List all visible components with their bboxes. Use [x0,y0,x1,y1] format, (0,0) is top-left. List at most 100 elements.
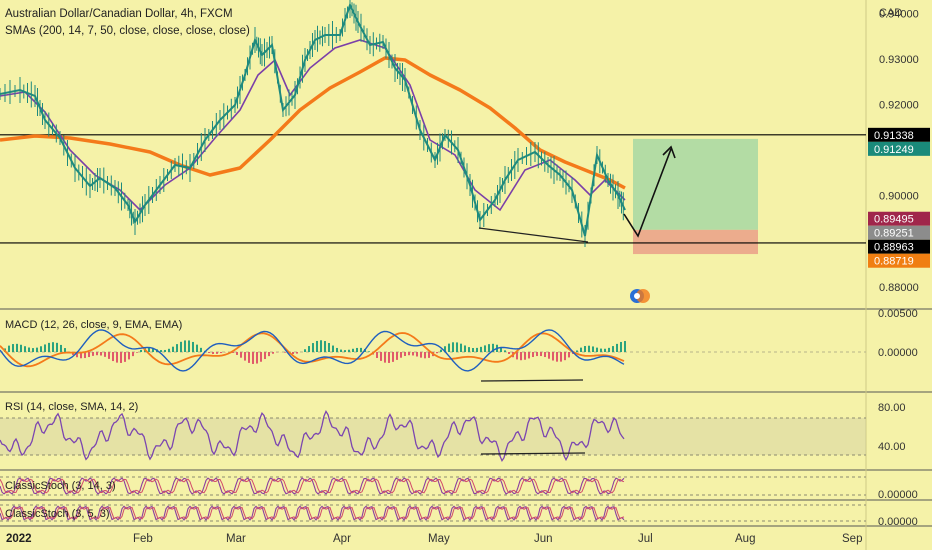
macd-histogram-bar [264,352,266,360]
macd-histogram-bar [436,352,438,354]
macd-histogram-bar [468,347,470,352]
target-zone[interactable] [633,138,758,230]
macd-histogram [4,340,626,364]
macd-histogram-bar [540,352,542,357]
macd-histogram-bar [440,349,442,352]
macd-tick: 0.00500 [878,308,918,320]
macd-tick: 0.00000 [878,347,918,359]
macd-histogram-bar [56,342,58,352]
macd-histogram-bar [88,352,90,358]
macd-histogram-bar [140,349,142,352]
macd-histogram-bar [320,340,322,352]
price-tag[interactable]: 0.88719 [868,253,930,268]
macd-histogram-bar [388,352,390,363]
macd-histogram-bar [28,347,30,352]
macd-histogram-bar [380,352,382,361]
macd-histogram-bar [96,352,98,356]
macd-histogram-bar [308,346,310,352]
divergence-trendline[interactable] [478,227,589,243]
price-tag[interactable]: 0.89251 [868,225,930,240]
price-tick: 0.88000 [879,282,919,294]
macd-histogram-bar [148,347,150,352]
macd-histogram-bar [160,350,162,352]
sma-legend[interactable]: SMAs (200, 14, 7, 50, close, close, clos… [5,25,250,37]
macd-histogram-bar [556,352,558,362]
horizontal-levels[interactable] [0,134,866,244]
macd-histogram-bar [16,343,18,352]
macd-histogram-bar [384,352,386,363]
price-tick: 0.93000 [879,54,919,66]
macd-histogram-bar [488,344,490,352]
macd-histogram-bar [24,346,26,352]
price-tag-label: 0.89251 [874,228,914,240]
macd-histogram-bar [484,345,486,352]
macd-histogram-bar [164,349,166,352]
macd-histogram-bar [100,352,102,356]
macd-histogram-bar [424,352,426,359]
macd-histogram-bar [64,348,66,352]
position-zone[interactable] [633,138,758,255]
macd-histogram-bar [292,352,294,355]
macd-histogram-bar [304,349,306,352]
macd-histogram-bar [504,350,506,352]
price-tag-label: 0.89495 [874,214,914,226]
macd-histogram-bar [200,347,202,352]
macd-histogram-bar [8,345,10,352]
price-line [0,2,626,237]
macd-histogram-bar [528,352,530,359]
stoch1-legend[interactable]: ClassicStoch (3, 14, 3) [5,480,116,492]
price-tag[interactable]: 0.91338 [868,127,930,142]
macd-histogram-bar [20,344,22,352]
time-axis[interactable]: 2022 Feb Mar Apr May Jun Jul Aug Sep [6,533,862,545]
macd-histogram-bar [456,342,458,352]
stoch2-legend[interactable]: ClassicStoch (3, 5, 3) [5,508,110,520]
macd-histogram-bar [108,352,110,359]
macd-histogram-bar [376,352,378,358]
price-tick: 0.92000 [879,100,919,112]
macd-histogram-bar [420,352,422,358]
macd-histogram-bar [176,344,178,352]
macd-histogram-bar [508,352,510,355]
price-axis[interactable]: CAD 0.940000.930000.920000.910000.900000… [868,7,930,294]
macd-histogram-bar [416,352,418,357]
macd-histogram-bar [536,352,538,357]
macd-histogram-bar [464,345,466,352]
macd-histogram-bar [600,348,602,352]
rsi-legend[interactable]: RSI (14, close, SMA, 14, 2) [5,401,138,413]
macd-histogram-bar [316,340,318,352]
time-label: Aug [735,533,755,545]
time-label: Mar [226,533,246,545]
stoch2-tick: 0.00000 [878,516,918,528]
forecast-arrow[interactable] [623,145,676,238]
logo-icon [630,289,650,303]
rsi-line [0,409,625,463]
rsi-divergence-line[interactable] [480,452,586,455]
price-tag[interactable]: 0.89495 [868,211,930,226]
macd-histogram-bar [344,350,346,352]
time-label: Apr [333,533,351,545]
macd-histogram-bar [32,348,34,352]
macd-histogram-bar [428,352,430,358]
macd-legend[interactable]: MACD (12, 26, close, 9, EMA, EMA) [5,319,182,331]
price-tag[interactable]: 0.91249 [868,141,930,156]
macd-histogram-bar [356,347,358,352]
sma-200-line [0,56,626,190]
macd-divergence-line[interactable] [480,379,584,382]
price-tag[interactable]: 0.88963 [868,239,930,254]
macd-histogram-bar [360,347,362,352]
macd-histogram-bar [352,348,354,352]
macd-histogram-bar [184,340,186,352]
macd-histogram-bar [500,347,502,352]
price-tag-label: 0.91338 [874,130,914,142]
macd-histogram-bar [12,344,14,352]
macd-histogram-bar [272,352,274,354]
rsi-band [0,418,866,455]
macd-histogram-bar [128,352,130,360]
macd-histogram-bar [260,352,262,362]
macd-histogram-bar [252,352,254,364]
macd-histogram-bar [408,352,410,356]
macd-histogram-bar [568,352,570,358]
stop-zone[interactable] [633,229,758,255]
